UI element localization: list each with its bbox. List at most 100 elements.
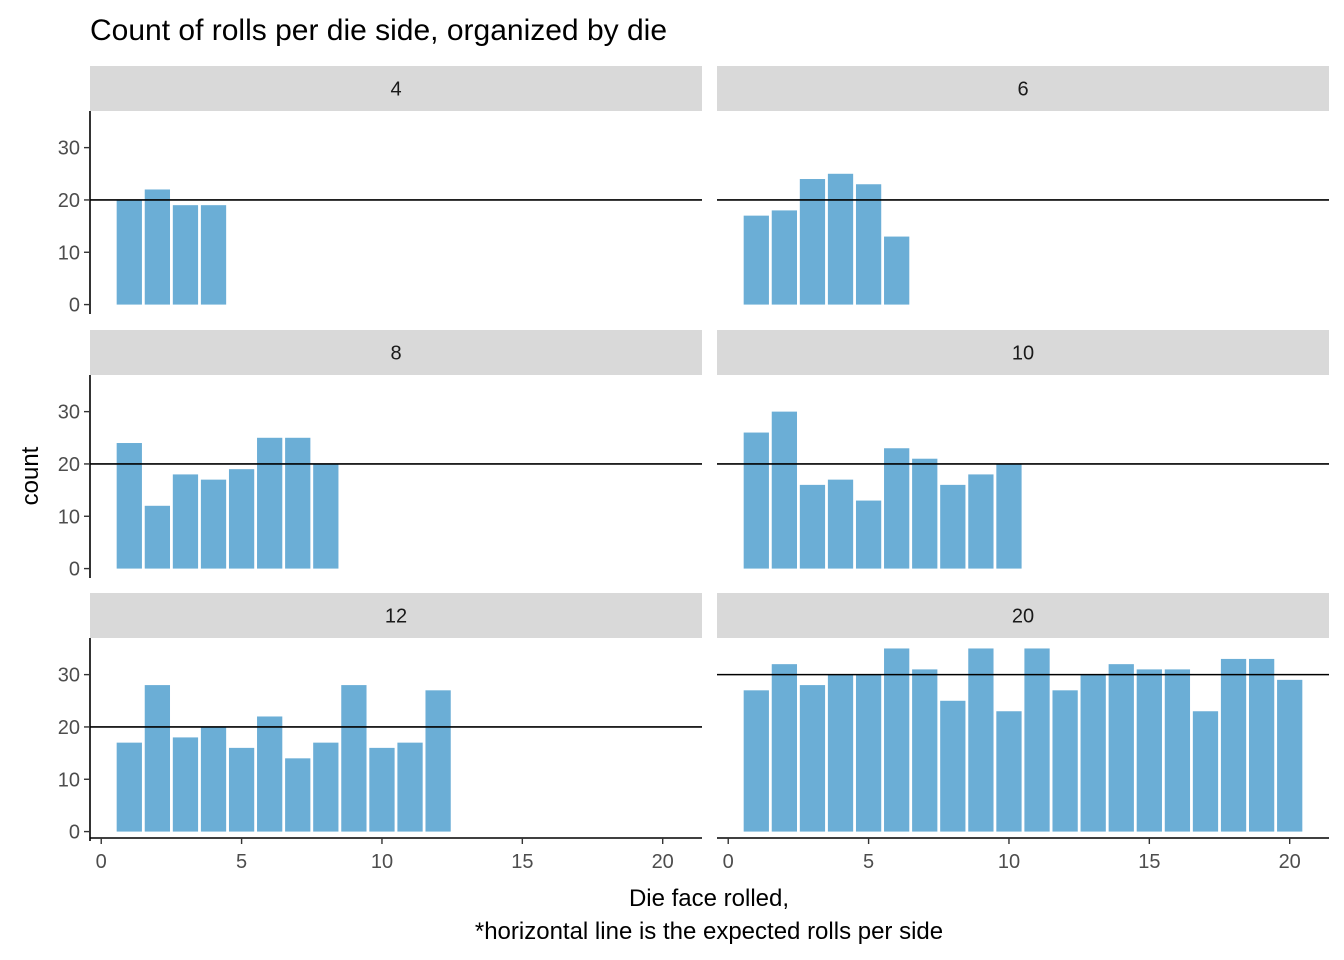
bar: [855, 184, 882, 305]
bar: [771, 664, 798, 832]
facet-panel-12: 12 0 10 20 30 0 5 10 15 20: [58, 593, 702, 873]
facet-strip-label: 20: [1012, 606, 1034, 628]
bar: [1192, 711, 1219, 832]
facet-strip: [90, 66, 702, 111]
bar: [940, 484, 966, 569]
bar: [884, 448, 910, 569]
x-tick-label: 10: [998, 851, 1020, 873]
bar: [799, 484, 826, 569]
bar: [1080, 674, 1106, 832]
bar: [827, 173, 854, 305]
bar: [200, 726, 227, 832]
bar: [743, 690, 769, 832]
bar: [1052, 690, 1078, 832]
facet-strip: [90, 330, 702, 375]
facet-panel-20: 20 0 5 10 15 20: [717, 593, 1329, 873]
facet-strip: [90, 593, 702, 638]
facet-strip-label: 4: [390, 79, 401, 101]
bar: [285, 437, 311, 569]
bar: [884, 648, 910, 832]
bar: [425, 690, 451, 832]
x-axis-title-line-2: *horizontal line is the expected rolls p…: [475, 918, 943, 945]
bar: [743, 215, 769, 305]
y-tick-label: 20: [58, 717, 80, 739]
y-tick-label: 30: [58, 138, 80, 160]
bar: [996, 463, 1022, 569]
bar: [940, 700, 966, 832]
x-tick-label: 15: [511, 851, 533, 873]
y-tick-label: 0: [69, 822, 80, 844]
facet-panel-8: 8 0 10 20 30: [58, 330, 702, 581]
bar: [257, 716, 283, 832]
bar: [912, 458, 938, 569]
bar: [200, 205, 227, 305]
bar: [1220, 658, 1247, 832]
bar: [369, 747, 395, 832]
y-tick-label: 10: [58, 769, 80, 791]
y-tick-label: 30: [58, 665, 80, 687]
bar: [743, 432, 769, 569]
facet-strip-label: 12: [385, 606, 407, 628]
y-tick-label: 0: [69, 295, 80, 317]
bar: [116, 199, 142, 305]
chart-title: Count of rolls per die side, organized b…: [90, 14, 667, 47]
x-tick-label: 0: [723, 851, 734, 873]
facet-strip: [717, 330, 1329, 375]
bar: [771, 210, 798, 305]
bar: [116, 443, 142, 569]
x-tick-label: 15: [1138, 851, 1160, 873]
bar: [855, 500, 882, 569]
bar: [1277, 679, 1303, 832]
x-tick-label: 20: [1279, 851, 1301, 873]
bar: [144, 685, 171, 832]
bar: [912, 669, 938, 832]
bar: [200, 479, 227, 569]
y-axis-title: count: [17, 446, 44, 505]
bar: [1164, 669, 1191, 832]
y-tick-label: 0: [69, 559, 80, 581]
bar: [827, 479, 854, 569]
facet-panel-6: 6: [717, 66, 1329, 305]
bar: [1108, 664, 1134, 832]
bar: [144, 505, 171, 569]
bar: [144, 189, 171, 305]
facet-panel-4: 4 0 10 20 30: [58, 66, 702, 317]
bar: [799, 685, 826, 832]
facet-strip-label: 6: [1017, 79, 1028, 101]
bar: [799, 179, 826, 305]
x-tick-label: 0: [96, 851, 107, 873]
bar: [884, 236, 910, 305]
y-tick-label: 20: [58, 454, 80, 476]
facet-panels: 4 0 10 20 30 6 8 0 10 20 30 10 12 0 10 20 30 0 5 10 15 20 20 0 5…: [58, 66, 1329, 873]
bar: [313, 463, 339, 569]
bar: [172, 205, 199, 305]
x-tick-label: 5: [236, 851, 247, 873]
bar: [996, 711, 1022, 832]
facet-strip: [717, 593, 1329, 638]
x-tick-label: 5: [863, 851, 874, 873]
bar: [228, 747, 255, 832]
bar: [257, 437, 283, 569]
bar: [968, 648, 994, 832]
x-tick-label: 20: [652, 851, 674, 873]
bar: [285, 758, 311, 832]
bar: [341, 685, 367, 832]
bar: [968, 474, 994, 569]
bar: [1024, 648, 1050, 832]
bar: [172, 474, 199, 569]
x-axis-title-line-1: Die face rolled,: [629, 885, 789, 912]
facet-strip-label: 10: [1012, 343, 1034, 365]
bar: [1248, 658, 1275, 832]
facet-strip: [717, 66, 1329, 111]
facet-strip-label: 8: [390, 343, 401, 365]
bar: [228, 469, 255, 569]
y-tick-label: 30: [58, 402, 80, 424]
bar: [313, 742, 339, 832]
y-tick-label: 10: [58, 242, 80, 264]
bar: [397, 742, 423, 832]
x-tick-label: 10: [371, 851, 393, 873]
bar: [827, 674, 854, 832]
bar: [855, 674, 882, 832]
facet-panel-10: 10: [717, 330, 1329, 569]
